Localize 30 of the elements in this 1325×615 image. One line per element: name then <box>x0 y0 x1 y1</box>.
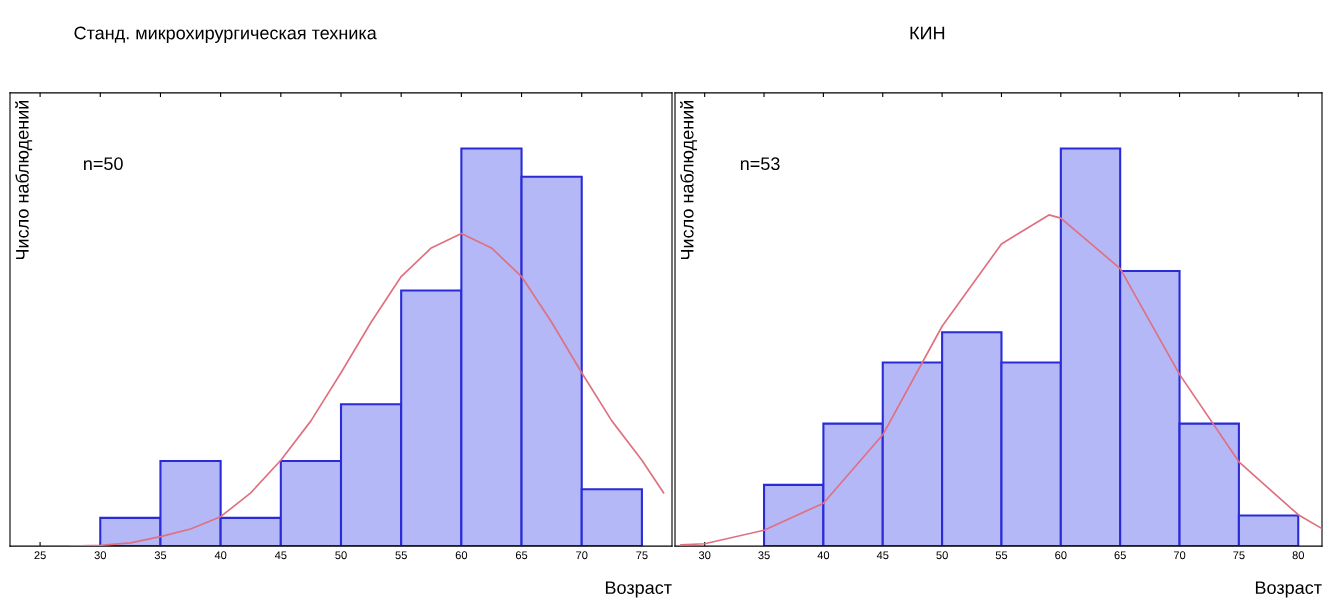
x-axis-title: Возраст <box>1255 581 1322 598</box>
x-tick-label: 35 <box>758 551 770 560</box>
chart-title: КИН <box>910 26 945 40</box>
chart-title: Станд. микрохирургическая техника <box>74 26 377 43</box>
x-tick-label: 65 <box>515 551 528 560</box>
x-tick-label: 65 <box>1114 551 1126 560</box>
x-tick-label: 40 <box>817 551 830 560</box>
x-tick-label: 70 <box>1173 551 1186 560</box>
x-tick-label: 55 <box>995 551 1008 560</box>
x-tick-label: 75 <box>636 551 648 560</box>
annotation: n=53 <box>740 157 780 171</box>
x-tick-label: 80 <box>1292 551 1304 560</box>
x-tick-label: 45 <box>876 551 889 560</box>
y-axis-title: Число наблюдений <box>680 100 698 260</box>
x-tick-label: 45 <box>274 551 287 560</box>
x-tick-label: 35 <box>154 551 167 560</box>
x-tick-label: 40 <box>214 551 227 560</box>
x-tick-label: 30 <box>94 551 107 560</box>
x-axis-title: Возраст <box>605 581 672 598</box>
x-tick-label: 70 <box>576 551 588 560</box>
x-tick-label: 60 <box>1055 551 1067 560</box>
x-tick-label: 55 <box>395 551 407 560</box>
annotation: n=50 <box>84 157 123 171</box>
x-tick-label: 60 <box>455 551 468 560</box>
x-tick-label: 30 <box>698 551 711 560</box>
x-tick-label: 25 <box>34 551 46 560</box>
x-tick-label: 50 <box>335 551 347 560</box>
x-tick-label: 75 <box>1233 551 1245 560</box>
x-tick-label: 50 <box>936 551 948 560</box>
y-axis-title: Число наблюдений <box>15 100 33 260</box>
